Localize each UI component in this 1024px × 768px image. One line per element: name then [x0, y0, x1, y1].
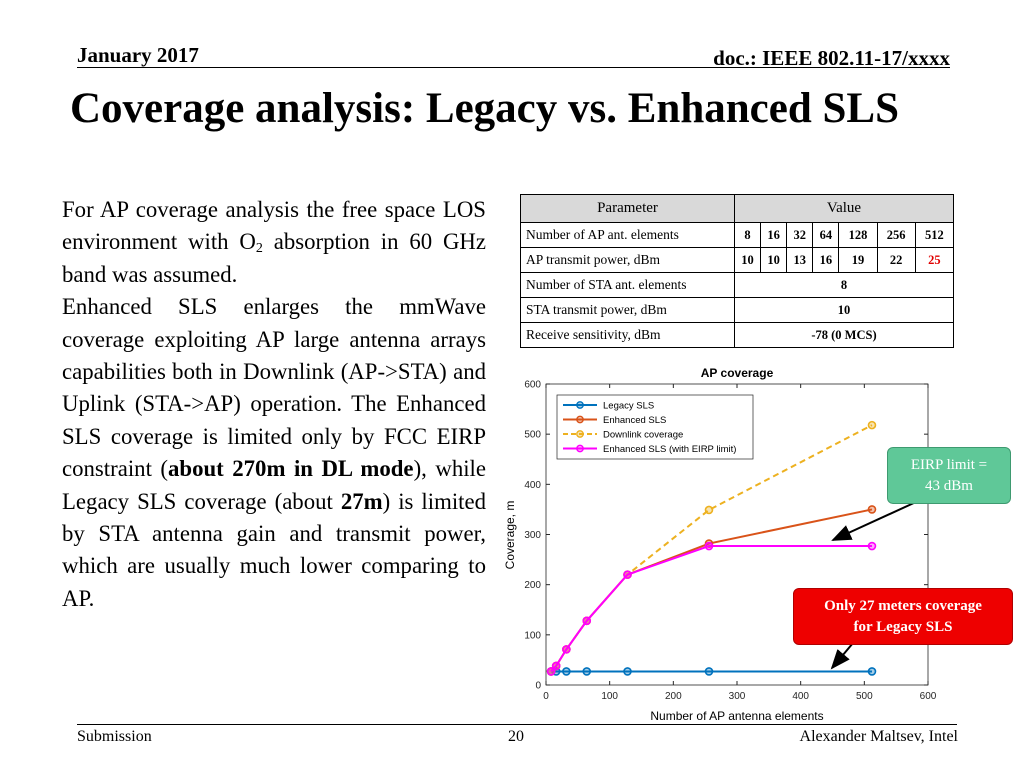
- legend-swatch-marker: [576, 415, 584, 424]
- paragraph-2: Enhanced SLS enlarges the mmWave coverag…: [62, 291, 486, 615]
- table-row: STA transmit power, dBm 10: [520, 297, 954, 323]
- series-line-3: [550, 545, 872, 673]
- row-label: Number of AP ant. elements: [520, 222, 735, 248]
- table-row: Number of STA ant. elements 8: [520, 272, 954, 298]
- x-tick-label: 200: [665, 691, 682, 702]
- data-point: [623, 570, 632, 579]
- header-date: January 2017: [77, 43, 199, 67]
- data-point: [867, 667, 877, 676]
- data-point: [623, 667, 632, 676]
- para1-end: absorption in 60 GHz band was assumed.: [62, 229, 486, 287]
- table-cell: -78 (0 MCS): [734, 322, 954, 348]
- y-tick-label: 0: [535, 681, 541, 692]
- legend-swatch-marker: [576, 401, 584, 409]
- data-point: [704, 505, 714, 515]
- legend-swatch-marker: [576, 430, 584, 438]
- table-cell: 16: [760, 222, 788, 248]
- y-tick-label: 500: [524, 430, 541, 441]
- data-point: [867, 505, 877, 514]
- y-tick-label: 400: [524, 480, 541, 491]
- data-point: [582, 667, 592, 676]
- x-tick-label: 100: [601, 691, 618, 702]
- legacy-arrow: [830, 642, 854, 670]
- eirp-arrow: [831, 501, 917, 541]
- row-label: STA transmit power, dBm: [520, 297, 735, 323]
- body-text: For AP coverage analysis the free space …: [62, 194, 486, 615]
- legend-label: Downlink coverage: [603, 430, 683, 441]
- table-cell: 19: [838, 247, 878, 273]
- y-tick-label: 100: [524, 630, 541, 641]
- slide-title: Coverage analysis: Legacy vs. Enhanced S…: [70, 85, 900, 132]
- data-point: [551, 661, 561, 671]
- parameter-table: Parameter Value Number of AP ant. elemen…: [520, 194, 955, 348]
- row-label: Receive sensitivity, dBm: [520, 322, 735, 348]
- para2-text-b: ), while Legacy SLS coverage (about: [62, 456, 487, 514]
- legend-label: Enhanced SLS (with EIRP limit): [603, 444, 736, 455]
- legacy-callout-line2: for Legacy SLS: [853, 618, 953, 635]
- table-cell: 10: [734, 297, 954, 323]
- chart-title: AP coverage: [701, 366, 774, 380]
- legend-swatch-marker: [576, 444, 584, 453]
- table-cell-highlight: 25: [914, 247, 955, 273]
- para2-bold-270m: about 270m in DL mode: [168, 456, 414, 482]
- legacy-callout-line1: Only 27 meters coverage: [824, 597, 982, 614]
- y-tick-label: 300: [524, 530, 541, 541]
- data-point: [867, 541, 877, 551]
- para2-text-a: Enhanced SLS enlarges the mmWave coverag…: [62, 294, 486, 482]
- table-row: Receive sensitivity, dBm -78 (0 MCS): [520, 322, 954, 348]
- footer-author: Alexander Maltsev, Intel: [799, 728, 958, 745]
- legend-label: Enhanced SLS: [603, 415, 666, 426]
- eirp-callout-line1: EIRP limit =: [910, 456, 988, 473]
- data-point: [704, 667, 714, 676]
- x-tick-label: 500: [856, 691, 873, 702]
- data-point: [546, 667, 556, 676]
- table-header-row: Parameter Value: [520, 194, 954, 223]
- x-tick-label: 600: [920, 691, 937, 702]
- table-cell: 10: [733, 247, 762, 273]
- para2-bold-27m: 27m: [340, 488, 383, 514]
- eirp-limit-callout: EIRP limit = 43 dBm: [887, 447, 1011, 504]
- para1-subscript: 2: [255, 241, 263, 257]
- header-value: Value: [734, 194, 954, 223]
- footer-page-number: 20: [508, 728, 524, 745]
- coverage-chart: AP coverage Number of AP antenna element…: [503, 366, 937, 723]
- table-cell: 64: [812, 222, 840, 248]
- x-tick-label: 0: [543, 691, 549, 702]
- paragraph-1: For AP coverage analysis the free space …: [62, 194, 486, 291]
- table-cell: 128: [838, 222, 878, 248]
- x-tick-label: 400: [792, 691, 809, 702]
- data-point: [704, 541, 714, 551]
- header-parameter: Parameter: [520, 194, 735, 223]
- header-divider: [77, 67, 950, 68]
- footer-divider: [77, 724, 957, 725]
- data-point: [562, 667, 571, 676]
- para2-text-c: ) is limited by STA antenna gain and tra…: [62, 488, 487, 611]
- data-point: [582, 616, 592, 626]
- para1-text: For AP coverage analysis the free space …: [62, 197, 486, 255]
- legacy-coverage-callout: Only 27 meters coverage for Legacy SLS: [793, 588, 1013, 645]
- eirp-callout-line2: 43 dBm: [925, 477, 973, 494]
- row-label: Number of STA ant. elements: [520, 272, 735, 298]
- header-doc-id: doc.: IEEE 802.11-17/xxxx: [713, 46, 950, 70]
- chart-xlabel: Number of AP antenna elements: [650, 709, 823, 723]
- table-row: AP transmit power, dBm 10 10 13 16 19 22…: [520, 247, 955, 273]
- y-tick-label: 600: [524, 380, 541, 391]
- data-point: [867, 420, 877, 430]
- chart-ylabel: Coverage, m: [503, 501, 517, 570]
- legend-label: Legacy SLS: [603, 401, 654, 412]
- footer-submission: Submission: [77, 728, 152, 745]
- x-tick-label: 300: [729, 691, 746, 702]
- data-point: [562, 645, 571, 654]
- y-tick-label: 200: [524, 580, 541, 591]
